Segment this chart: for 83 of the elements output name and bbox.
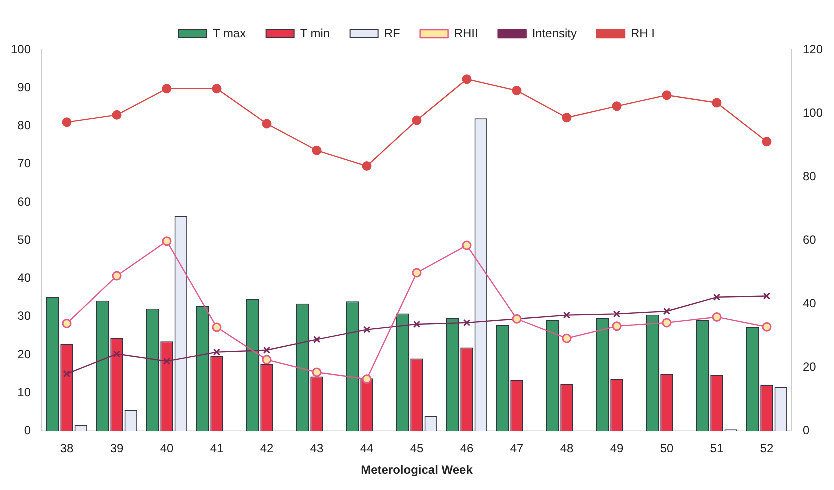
point [563, 312, 571, 319]
point [712, 312, 722, 322]
y-tick-label: 50 [18, 232, 32, 247]
point [412, 268, 422, 278]
point [562, 113, 572, 123]
point [462, 74, 472, 84]
point [163, 358, 171, 366]
y-tick-label: 100 [10, 42, 32, 56]
point [212, 322, 222, 332]
point [612, 102, 622, 112]
point [462, 240, 472, 250]
point [312, 146, 322, 156]
legend-label: T max [212, 26, 246, 40]
point [762, 137, 772, 147]
x-tick-label: 39 [110, 442, 124, 456]
point [212, 84, 222, 94]
point [112, 271, 122, 281]
point [412, 116, 422, 126]
point [762, 322, 772, 332]
y-tick-label: 60 [18, 194, 32, 209]
point [763, 292, 771, 300]
x-tick-label: 47 [510, 442, 524, 456]
point [62, 318, 72, 328]
legend-label: RH I [631, 26, 656, 40]
point [63, 370, 71, 378]
legend-label: RHII [454, 26, 478, 40]
point [712, 98, 722, 108]
x-tick-label: 48 [560, 442, 574, 456]
x-axis-title: Meterological Week [361, 463, 474, 478]
y-tick-label: 0 [24, 424, 32, 438]
point [362, 162, 372, 172]
point [112, 110, 122, 120]
point [713, 294, 721, 301]
x-tick-label: 44 [360, 442, 374, 456]
y2-tick-label: 0 [802, 424, 810, 438]
x-tick-label: 49 [610, 442, 624, 456]
y-tick-label: 70 [18, 156, 32, 171]
legend-label: Intensity [532, 26, 578, 40]
point [663, 308, 671, 316]
point [313, 336, 321, 344]
y2-tick-label: 80 [802, 169, 817, 184]
point [662, 90, 672, 100]
point [113, 350, 121, 358]
x-tick-label: 51 [710, 442, 724, 456]
y-tick-label: 40 [18, 271, 32, 286]
x-tick-label: 43 [310, 442, 324, 456]
point [362, 374, 372, 384]
point [213, 348, 221, 356]
point [162, 84, 172, 94]
point [612, 322, 622, 332]
point [512, 86, 522, 96]
y2-tick-label: 20 [802, 360, 817, 374]
point [262, 355, 272, 365]
y2-tick-label: 60 [802, 232, 817, 247]
x-tick-label: 38 [60, 442, 74, 456]
y-tick-label: 10 [18, 385, 32, 400]
point [263, 346, 271, 354]
point [463, 319, 471, 327]
point [662, 318, 672, 328]
y-tick-label: 90 [18, 80, 32, 94]
x-tick-label: 42 [260, 442, 274, 456]
y2-tick-label: 40 [802, 296, 817, 310]
point [562, 334, 572, 344]
point [162, 236, 172, 246]
x-tick-label: 45 [410, 442, 424, 456]
x-tick-label: 46 [460, 442, 474, 456]
point [613, 310, 621, 318]
point [262, 119, 272, 129]
y2-tick-label: 100 [802, 106, 824, 120]
legend-label: T min [300, 26, 330, 40]
y2-tick-label: 120 [802, 42, 824, 56]
point [62, 118, 72, 128]
y-tick-label: 20 [18, 347, 32, 362]
point [413, 320, 421, 328]
point [312, 368, 322, 378]
legend-label: RF [384, 26, 400, 40]
y-tick-label: 80 [18, 118, 32, 133]
x-tick-label: 41 [210, 442, 224, 456]
point [363, 326, 371, 334]
x-tick-label: 52 [760, 442, 774, 456]
x-tick-label: 50 [660, 442, 674, 456]
y-tick-label: 30 [18, 309, 32, 324]
x-tick-label: 40 [160, 442, 174, 456]
